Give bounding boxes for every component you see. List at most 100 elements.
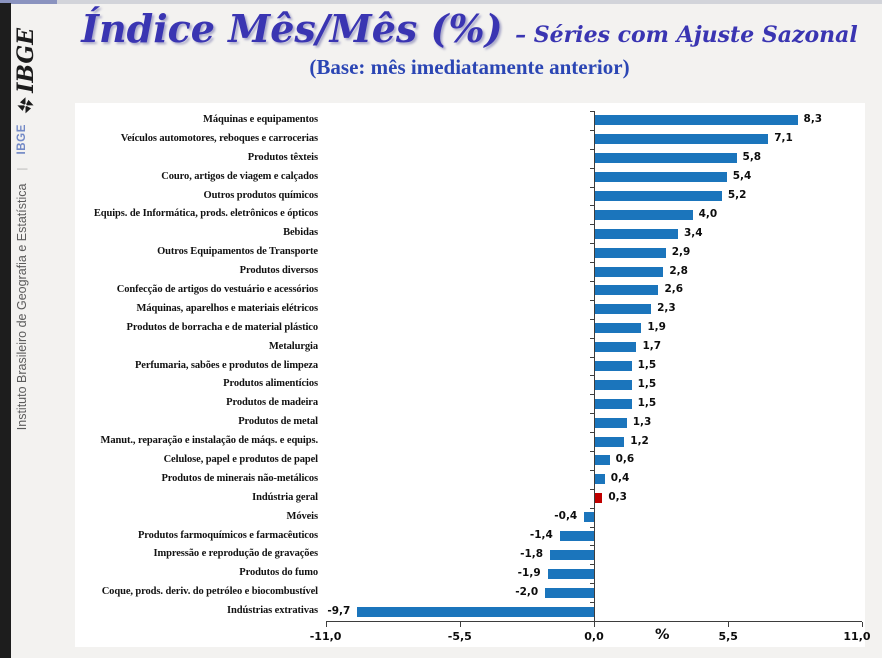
bar xyxy=(595,153,737,164)
value-label: -1,4 xyxy=(529,529,553,541)
x-axis-unit-label: % xyxy=(655,627,670,643)
bar xyxy=(595,398,632,409)
base-note: (Base: mês imediatamente anterior) xyxy=(309,54,630,79)
bar xyxy=(559,531,594,541)
x-axis-tick-label: -5,5 xyxy=(447,630,472,643)
category-axis-tick xyxy=(590,526,594,528)
bar xyxy=(595,379,632,390)
value-label: 1,5 xyxy=(637,396,657,409)
category-label: Máquinas e equipamentos xyxy=(203,114,318,125)
category-label: Produtos de metal xyxy=(238,416,318,428)
bar xyxy=(595,228,678,239)
x-axis-tick xyxy=(325,622,327,627)
category-label: Produtos de madeira xyxy=(226,397,318,409)
title-line: Índice Mês/Mês (%) – Séries com Ajuste S… xyxy=(57,6,882,52)
value-label: 1,3 xyxy=(632,415,652,428)
category-axis-tick xyxy=(590,224,594,226)
header: Índice Mês/Mês (%) – Séries com Ajuste S… xyxy=(57,6,882,80)
category-axis-tick xyxy=(590,488,594,490)
category-axis-tick xyxy=(590,451,594,452)
category-label: Produtos de borracha e de material plást… xyxy=(126,321,319,333)
bar xyxy=(595,172,727,183)
category-label: Produtos farmoquímicos e farmacêuticos xyxy=(137,529,318,541)
category-label: Produtos diversos xyxy=(239,265,318,277)
ibge-logo: IBGE xyxy=(13,20,53,122)
sidebar-separator xyxy=(16,174,28,180)
sidebar-black-strip xyxy=(0,3,11,658)
window-top-edge-right xyxy=(57,0,882,4)
bar xyxy=(547,568,594,579)
category-axis-tick xyxy=(590,129,594,131)
category-label: Produtos têxteis xyxy=(247,151,318,163)
category-label: Outros produtos químicos xyxy=(203,189,319,201)
value-label: 5,4 xyxy=(732,170,752,183)
window-top-edge-left xyxy=(0,0,57,4)
value-label: 1,2 xyxy=(630,434,649,447)
institution-name: Instituto Brasileiro de Geografia e Esta… xyxy=(15,183,29,431)
value-label: 0,4 xyxy=(610,472,630,485)
category-label: Máquinas, aparelhos e materiais elétrico… xyxy=(136,302,319,314)
page-title: Índice Mês/Mês (%) xyxy=(81,6,503,51)
value-label: 2,6 xyxy=(664,283,684,296)
x-axis-tick-label: 5,5 xyxy=(718,630,738,643)
bar xyxy=(595,323,642,334)
bar xyxy=(545,587,594,598)
value-label: 1,5 xyxy=(637,377,657,390)
category-axis-tick xyxy=(590,337,594,339)
category-label: Outros Equipamentos de Transporte xyxy=(157,246,318,258)
category-axis-tick xyxy=(590,469,594,471)
bar xyxy=(595,436,625,447)
value-label: 1,9 xyxy=(647,321,666,334)
value-label: 2,9 xyxy=(671,245,691,258)
category-label: Metalurgia xyxy=(268,340,318,352)
category-label: Produtos do fumo xyxy=(239,567,318,579)
category-axis-tick xyxy=(590,299,594,301)
category-axis-tick xyxy=(590,507,594,509)
value-label: 5,2 xyxy=(727,189,747,201)
value-label: 2,8 xyxy=(669,264,688,277)
sidebar-brand: IBGE xyxy=(16,124,28,155)
category-label: Celulose, papel e produtos de papel xyxy=(163,454,319,465)
x-axis-tick xyxy=(459,622,461,627)
category-axis-tick xyxy=(590,262,594,264)
category-axis-tick xyxy=(590,186,594,188)
bar xyxy=(595,342,637,353)
category-axis-line xyxy=(594,111,595,621)
bar xyxy=(595,493,603,504)
x-axis-tick xyxy=(594,622,595,627)
sidebar-separator-bar: | xyxy=(16,167,28,171)
category-axis-tick xyxy=(590,432,594,434)
bar xyxy=(595,247,666,258)
value-label: -1,8 xyxy=(520,547,544,560)
ibge-pinwheel-icon xyxy=(17,97,35,114)
sidebar-separator2 xyxy=(16,158,28,164)
category-axis-tick xyxy=(590,583,594,585)
page-subtitle: – Séries com Ajuste Sazonal xyxy=(515,22,858,48)
bar xyxy=(595,285,659,296)
category-label: Perfumaria, sabões e produtos de limpeza xyxy=(134,359,318,371)
bar xyxy=(595,304,652,315)
x-axis-line xyxy=(325,621,863,622)
bar xyxy=(595,417,627,428)
category-axis-tick xyxy=(590,148,594,150)
bar xyxy=(584,512,594,523)
category-label: Coque, prods. deriv. do petróleo e bioco… xyxy=(101,586,318,598)
bar xyxy=(595,134,769,145)
category-label: Indústrias extrativas xyxy=(227,605,318,617)
category-label: Equips. de Informática, prods. eletrônic… xyxy=(93,208,318,220)
bar xyxy=(595,191,722,201)
bar xyxy=(550,549,594,560)
category-label: Móveis xyxy=(286,510,319,522)
category-axis-tick xyxy=(590,413,594,415)
x-axis-tick xyxy=(728,622,730,627)
x-axis-tick-label: 11,0 xyxy=(843,630,871,643)
sidebar-site-text: Instituto Brasileiro de Geografia e Esta… xyxy=(15,124,49,444)
value-label: 1,5 xyxy=(637,359,657,371)
value-label: -1,9 xyxy=(517,566,541,579)
bar xyxy=(595,266,664,277)
category-axis-tick xyxy=(590,545,594,547)
value-label: -9,7 xyxy=(327,604,351,617)
category-axis-tick xyxy=(590,564,594,566)
category-label: Bebidas xyxy=(283,227,318,239)
